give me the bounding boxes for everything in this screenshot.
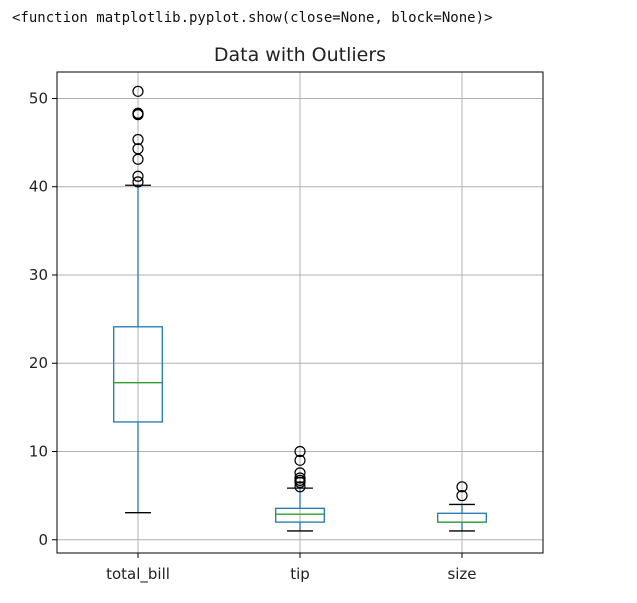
y-tick-label-50: 50 (29, 89, 48, 107)
x-tick-label-total_bill: total_bill (106, 565, 170, 584)
box-group-tip (275, 445, 325, 532)
outlier-point-total_bill-3 (132, 143, 144, 155)
y-tick-label-20: 20 (29, 354, 48, 372)
iqr-box-total_bill (113, 326, 163, 423)
y-tick-label-40: 40 (29, 178, 48, 196)
outlier-point-tip-4 (294, 467, 306, 479)
outlier-point-total_bill-7 (132, 107, 144, 119)
outlier-point-tip-5 (294, 454, 306, 466)
outlier-point-tip-0 (294, 481, 306, 493)
outlier-point-tip-6 (294, 445, 306, 458)
tick-layer: 0 10 20 30 40 50 total_bill tip size (29, 89, 477, 584)
outlier-point-total_bill-4 (132, 133, 144, 146)
box-layer (113, 85, 487, 532)
x-tick-label-tip: tip (290, 565, 310, 583)
cell-output-text: <function matplotlib.pyplot.show(close=N… (12, 10, 493, 26)
outlier-point-size-1 (456, 481, 468, 493)
box-group-total_bill (113, 85, 163, 514)
x-tick-label-size: size (447, 565, 476, 583)
outlier-point-size-0 (456, 490, 468, 502)
outlier-point-total_bill-0 (132, 176, 144, 188)
y-tick-label-10: 10 (29, 443, 48, 461)
y-tick-label-0: 0 (38, 531, 48, 549)
grid-layer (57, 72, 543, 553)
chart-title: Data with Outliers (214, 44, 386, 66)
y-tick-label-30: 30 (29, 266, 48, 284)
outlier-point-total_bill-1 (132, 170, 144, 182)
outlier-point-total_bill-8 (132, 85, 144, 97)
box-group-size (437, 481, 487, 532)
outlier-point-tip-3 (294, 472, 306, 484)
iqr-box-tip (275, 507, 325, 523)
